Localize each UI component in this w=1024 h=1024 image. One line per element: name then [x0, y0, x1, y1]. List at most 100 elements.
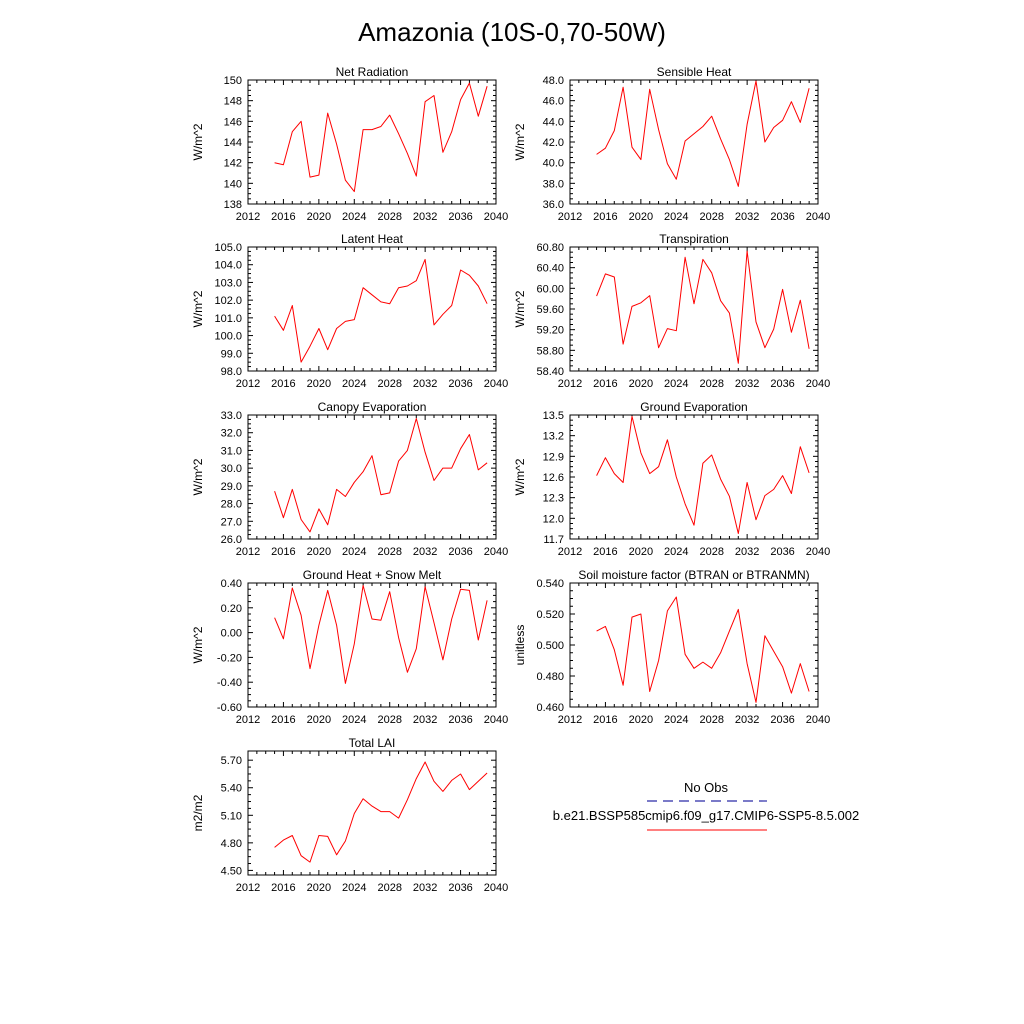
plot-frame: [247, 750, 497, 876]
y-tick-label: 5.40: [221, 783, 242, 795]
x-tick-label: 2036: [448, 211, 472, 223]
y-tick-label: 26.0: [221, 534, 242, 546]
y-tick-label: 36.0: [543, 199, 564, 211]
x-tick-label: 2024: [342, 211, 366, 223]
x-tick-label: 2040: [806, 546, 830, 558]
y-tick-label: 46.0: [543, 96, 564, 108]
y-tick-label: 138: [224, 199, 242, 211]
x-tick-label: 2028: [699, 714, 723, 726]
x-tick-label: 2020: [629, 546, 653, 558]
x-tick-label: 2040: [806, 714, 830, 726]
chart-panel-3: Latent Heat W/m^2 2012 2016 2020 2024 2028 2032…: [191, 232, 508, 390]
y-tick-label: 12.3: [543, 493, 564, 505]
panel-title: Ground Evaporation: [640, 400, 747, 414]
y-tick-label: 148: [224, 96, 242, 108]
plot-frame: [247, 246, 497, 372]
x-tick-label: 2032: [413, 378, 437, 390]
x-tick-label: 2032: [735, 714, 759, 726]
y-tick-label: 58.40: [536, 366, 564, 378]
panel-title: Total LAI: [349, 736, 396, 750]
panel-title: Latent Heat: [341, 232, 404, 246]
y-tick-label: 4.80: [221, 838, 242, 850]
y-tick-label: 40.0: [543, 158, 564, 170]
chart-panel-5: Canopy Evaporation W/m^2 2012 2016 2020 2024 2…: [191, 400, 508, 558]
x-tick-label: 2024: [342, 714, 366, 726]
x-tick-label: 2016: [271, 378, 295, 390]
x-tick-label: 2016: [271, 714, 295, 726]
x-tick-label: 2020: [307, 378, 331, 390]
panel-title: Canopy Evaporation: [318, 400, 427, 414]
series-line: [596, 250, 810, 364]
x-tick-label: 2024: [664, 211, 688, 223]
y-tick-label: 30.0: [221, 463, 242, 475]
y-tick-label: 102.0: [214, 295, 242, 307]
x-tick-label: 2028: [377, 882, 401, 894]
y-tick-label: 146: [224, 116, 242, 128]
series-line: [274, 418, 488, 533]
x-tick-label: 2012: [558, 714, 582, 726]
y-tick-label: 144: [224, 137, 242, 149]
y-tick-label: 12.9: [543, 451, 564, 463]
y-tick-label: 28.0: [221, 499, 242, 511]
series-line: [596, 596, 810, 703]
y-tick-label: 31.0: [221, 445, 242, 457]
y-axis-label: W/m^2: [513, 458, 527, 495]
y-tick-label: 12.6: [543, 472, 564, 484]
legend: No Obs b.e21.BSSP585cmip6.f09_g17.CMIP6-…: [553, 780, 859, 831]
series-line: [274, 761, 488, 863]
x-tick-label: 2020: [629, 211, 653, 223]
x-tick-label: 2020: [307, 546, 331, 558]
x-tick-label: 2040: [484, 378, 508, 390]
y-tick-label: 4.50: [221, 865, 242, 877]
x-tick-label: 2024: [342, 378, 366, 390]
x-tick-label: 2040: [806, 378, 830, 390]
x-tick-label: 2028: [377, 211, 401, 223]
y-tick-label: 104.0: [214, 260, 242, 272]
y-tick-label: 32.0: [221, 428, 242, 440]
x-tick-label: 2016: [271, 546, 295, 558]
plot-frame: [569, 79, 819, 205]
x-tick-label: 2028: [699, 546, 723, 558]
x-tick-label: 2032: [735, 378, 759, 390]
y-tick-label: 105.0: [214, 242, 242, 254]
plot-frame: [247, 582, 497, 708]
x-tick-label: 2036: [770, 714, 794, 726]
x-tick-label: 2036: [448, 714, 472, 726]
x-tick-label: 2040: [806, 211, 830, 223]
x-tick-label: 2028: [377, 714, 401, 726]
y-tick-label: 5.70: [221, 755, 242, 767]
x-tick-label: 2032: [735, 546, 759, 558]
x-tick-label: 2016: [593, 211, 617, 223]
x-tick-label: 2012: [558, 546, 582, 558]
plot-frame: [569, 414, 819, 540]
y-axis-label: W/m^2: [513, 123, 527, 160]
y-tick-label: 0.480: [536, 671, 564, 683]
series-line: [274, 258, 488, 363]
x-tick-label: 2036: [448, 882, 472, 894]
x-tick-label: 2032: [413, 714, 437, 726]
x-tick-label: 2012: [236, 546, 260, 558]
y-tick-label: 60.40: [536, 263, 564, 275]
y-tick-label: 29.0: [221, 481, 242, 493]
x-tick-label: 2036: [770, 546, 794, 558]
y-tick-label: 38.0: [543, 178, 564, 190]
x-tick-label: 2012: [236, 882, 260, 894]
x-tick-label: 2032: [413, 546, 437, 558]
y-tick-label: 60.00: [536, 283, 564, 295]
y-axis-label: W/m^2: [191, 123, 205, 160]
y-tick-label: 48.0: [543, 75, 564, 87]
x-tick-label: 2020: [629, 378, 653, 390]
x-tick-label: 2024: [664, 714, 688, 726]
plot-frame: [247, 79, 497, 205]
y-tick-label: 44.0: [543, 116, 564, 128]
y-tick-label: 58.80: [536, 345, 564, 357]
x-tick-label: 2032: [413, 211, 437, 223]
y-tick-label: 0.460: [536, 702, 564, 714]
x-tick-label: 2040: [484, 714, 508, 726]
x-tick-label: 2036: [770, 378, 794, 390]
x-tick-label: 2012: [558, 211, 582, 223]
y-tick-label: 59.60: [536, 304, 564, 316]
x-tick-label: 2036: [770, 211, 794, 223]
chart-panel-4: Transpiration W/m^2 2012 2016 2020 2024 2028 20…: [513, 232, 830, 390]
y-axis-label: unitless: [513, 625, 527, 666]
